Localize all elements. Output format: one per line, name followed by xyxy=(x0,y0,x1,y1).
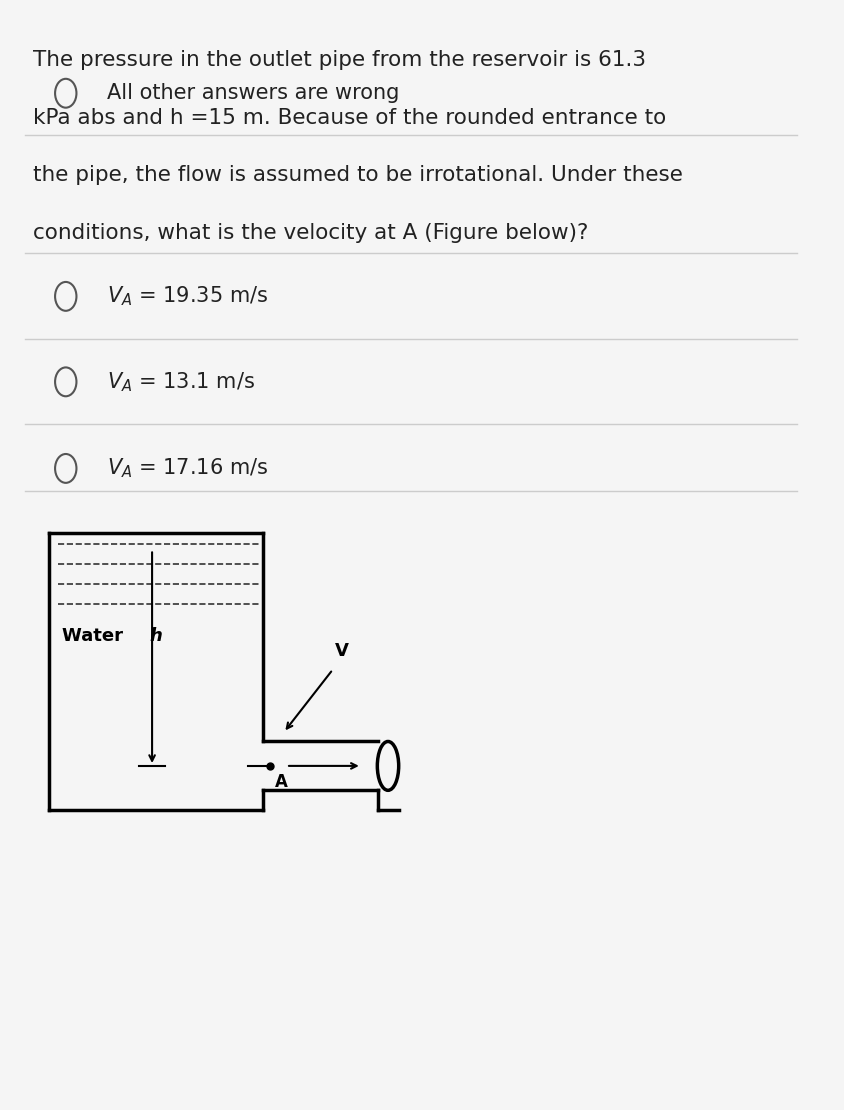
Text: The pressure in the outlet pipe from the reservoir is 61.3: The pressure in the outlet pipe from the… xyxy=(33,50,646,70)
Text: V: V xyxy=(335,643,349,660)
Text: h: h xyxy=(149,627,163,645)
Text: All other answers are wrong: All other answers are wrong xyxy=(107,83,399,103)
Text: Water: Water xyxy=(62,627,129,645)
Text: the pipe, the flow is assumed to be irrotational. Under these: the pipe, the flow is assumed to be irro… xyxy=(33,165,683,185)
Text: $V_A$ = 19.35 m/s: $V_A$ = 19.35 m/s xyxy=(107,284,268,309)
Text: $V_A$ = 17.16 m/s: $V_A$ = 17.16 m/s xyxy=(107,456,268,481)
Text: conditions, what is the velocity at A (Figure below)?: conditions, what is the velocity at A (F… xyxy=(33,223,588,243)
Text: $V_A$ = 13.1 m/s: $V_A$ = 13.1 m/s xyxy=(107,370,255,394)
Text: A: A xyxy=(274,773,288,790)
Text: kPa abs and h =15 m. Because of the rounded entrance to: kPa abs and h =15 m. Because of the roun… xyxy=(33,108,666,128)
